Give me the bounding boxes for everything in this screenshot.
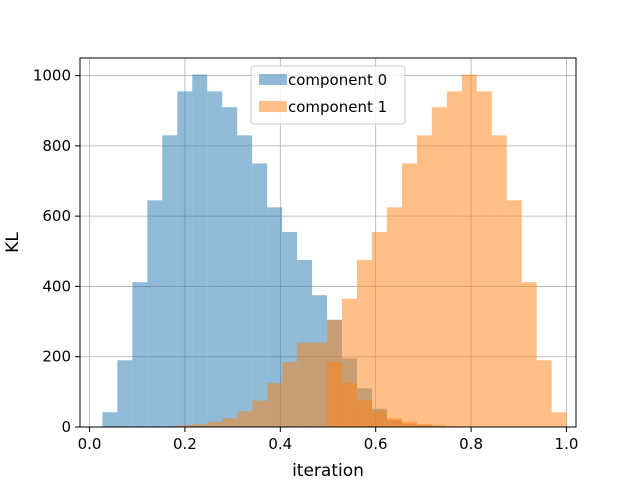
bar-component-1	[237, 411, 253, 427]
x-tick-label: 0.0	[78, 435, 102, 453]
bar-component-1	[371, 231, 387, 427]
bar-component-1	[431, 107, 447, 427]
bar-component-0	[267, 207, 283, 427]
legend-label-component-1: component 1	[288, 98, 387, 116]
bar-component-1	[342, 298, 357, 427]
bar-component-1	[327, 319, 343, 427]
bar-component-0	[252, 163, 268, 427]
bar-component-0	[192, 74, 208, 427]
bar-component-0	[162, 135, 178, 428]
bar-component-0	[207, 91, 223, 427]
bar-component-1	[207, 421, 223, 427]
bar-component-1	[416, 135, 432, 428]
bar-component-0	[102, 412, 118, 427]
y-tick-label: 0	[61, 418, 71, 436]
bar-component-1	[267, 383, 283, 427]
bar-component-0	[147, 200, 163, 427]
bar-component-1	[222, 418, 238, 427]
x-tick-label: 0.6	[364, 435, 388, 453]
legend-swatch-component-1	[259, 101, 287, 112]
y-tick-label: 600	[42, 207, 71, 225]
x-tick-label: 0.8	[459, 435, 483, 453]
x-tick-label: 0.4	[268, 435, 292, 453]
legend-label-component-0: component 0	[288, 71, 387, 89]
bar-component-1	[476, 91, 492, 427]
bar-component-1	[491, 135, 507, 428]
legend-box	[250, 65, 406, 125]
bar-component-1	[461, 74, 477, 427]
histogram-bars	[102, 74, 567, 428]
x-axis-ticks: 0.0 0.2 0.4 0.6 0.8 1.0	[78, 427, 579, 453]
bar-component-0	[132, 282, 148, 427]
x-tick-label: 1.0	[555, 435, 579, 453]
bar-component-1	[282, 361, 298, 427]
legend: component 0 component 1	[250, 65, 406, 125]
bar-component-1	[192, 424, 208, 427]
y-tick-label: 400	[42, 277, 71, 295]
bar-component-1	[252, 400, 268, 427]
y-axis-label: KL	[3, 232, 23, 253]
bar-component-1	[536, 360, 552, 427]
y-tick-label: 800	[42, 137, 71, 155]
bar-component-1	[521, 282, 537, 427]
bar-component-1	[356, 260, 372, 427]
y-axis-ticks: 0 200 400 600 800 1000	[33, 67, 80, 436]
bar-component-1	[446, 91, 462, 427]
bar-component-0	[237, 135, 253, 428]
legend-swatch-component-0	[259, 74, 287, 85]
bar-component-1	[297, 342, 313, 427]
bar-component-0	[222, 107, 238, 427]
bar-component-1	[551, 412, 567, 427]
bar-component-1	[401, 163, 417, 427]
bar-component-1	[506, 200, 522, 427]
bar-component-1	[312, 342, 328, 427]
bar-component-0	[117, 360, 133, 427]
bar-component-1	[177, 425, 193, 427]
x-axis-label: iteration	[292, 461, 364, 480]
x-tick-label: 0.2	[173, 435, 197, 453]
y-tick-label: 200	[42, 348, 71, 366]
bar-component-1	[386, 207, 402, 427]
plot-frame	[79, 57, 577, 428]
y-tick-label: 1000	[33, 67, 71, 85]
bar-component-0	[177, 91, 193, 427]
